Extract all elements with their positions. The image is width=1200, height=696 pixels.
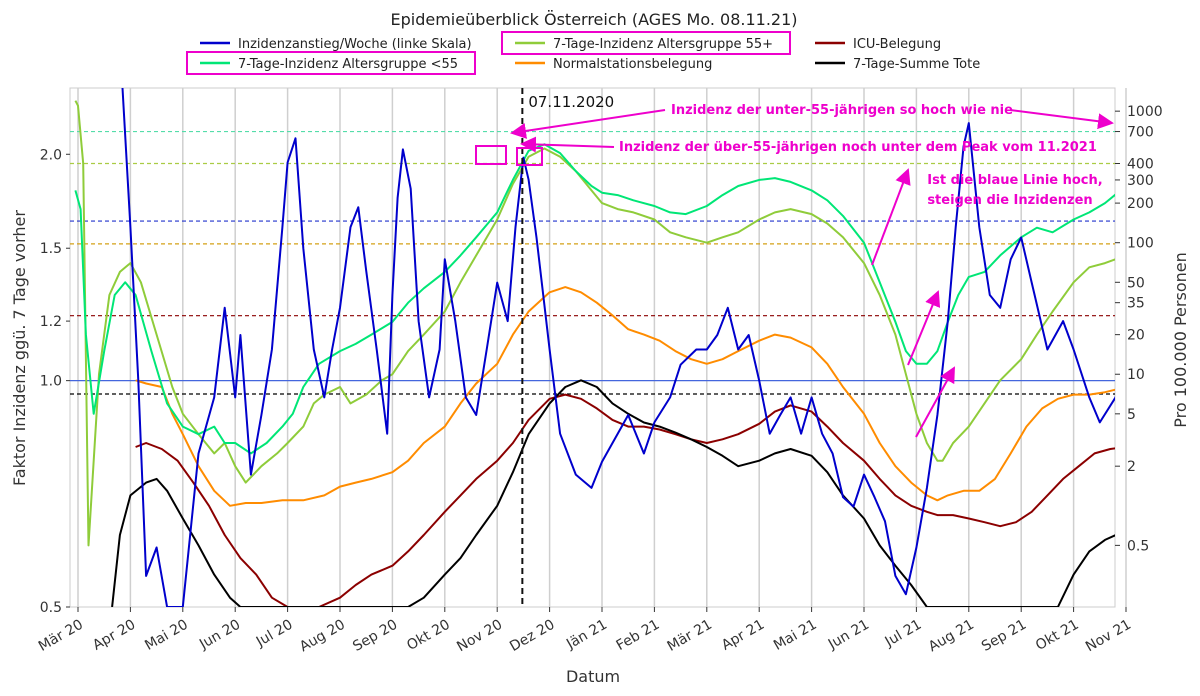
left-y-tick-label: 2.0 [40, 147, 62, 163]
x-tick-label: Jun 21 [825, 617, 872, 653]
right-y-tick-label: 50 [1127, 275, 1145, 291]
x-tick-label: Okt 21 [1033, 617, 1082, 654]
x-tick-label: Okt 20 [404, 617, 453, 654]
annotation-arrow [510, 109, 666, 139]
series-line [135, 286, 1115, 507]
left-y-axis-label: Faktor Inzidenz ggü. 7 Tage vorher [10, 210, 29, 486]
x-tick-label: Mai 21 [771, 617, 820, 654]
legend-label: 7-Tage-Inzidenz Altersgruppe <55 [238, 57, 458, 72]
annotation-arrow [915, 366, 955, 438]
right-y-tick-label: 5 [1127, 407, 1136, 423]
annotation-arrow [871, 168, 911, 266]
left-y-tick-label: 1.5 [40, 241, 62, 257]
legend-label: ICU-Belegung [853, 37, 941, 52]
x-tick-label: Apr 20 [90, 617, 138, 654]
right-y-tick-label: 300 [1127, 173, 1154, 189]
annotation-text: Ist die blaue Linie hoch, [927, 173, 1102, 188]
series-layer [74, 88, 1115, 607]
right-y-tick-label: 400 [1127, 157, 1154, 173]
right-y-tick-label: 700 [1127, 125, 1154, 141]
series-line [135, 393, 1115, 607]
left-y-tick-label: 0.5 [40, 600, 62, 616]
x-tick-label: Apr 21 [719, 617, 767, 654]
right-y-tick-label: 200 [1127, 196, 1154, 212]
left-y-tick-label: 1.2 [40, 314, 62, 330]
x-tick-label: Aug 21 [926, 617, 977, 656]
x-tick-label: Jul 21 [882, 617, 925, 651]
x-tick-label: Nov 20 [454, 617, 505, 656]
legend-highlight-box [186, 51, 476, 75]
annotations: Inzidenz der unter-55-jährigen so hoch w… [475, 103, 1114, 438]
x-tick-label: Mai 20 [142, 617, 191, 654]
x-tick-label: Nov 21 [1083, 617, 1134, 656]
right-y-tick-label: 1000 [1127, 104, 1163, 120]
x-tick-label: Jul 20 [253, 617, 296, 651]
date-marker: 07.11.2020 [521, 88, 614, 607]
legend-highlight-box [501, 31, 791, 55]
x-tick-label: Mär 21 [665, 617, 715, 655]
legend-label: Inzidenzanstieg/Woche (linke Skala) [238, 37, 472, 52]
x-tick-label: Aug 20 [297, 617, 348, 656]
series-line [74, 143, 1115, 455]
left-y-axis-ticks: 0.5 1.0 1.2 1.5 2.0 [40, 147, 70, 616]
right-y-tick-label: 20 [1127, 328, 1145, 344]
x-tick-label: Mär 20 [36, 617, 86, 655]
right-y-tick-label: 35 [1127, 296, 1145, 312]
left-y-tick-label: 1.0 [40, 374, 62, 390]
legend-label: 7-Tage-Inzidenz Altersgruppe 55+ [553, 37, 773, 52]
legend-label: 7-Tage-Summe Tote [853, 57, 980, 72]
peak-highlight-box [516, 147, 543, 166]
x-tick-label: Sep 21 [979, 617, 1029, 655]
chart-title: Epidemieüberblick Österreich (AGES Mo. 0… [390, 10, 797, 29]
x-axis-ticks: Mär 20 Apr 20 Mai 20 Jun 20 Jul 20 Aug 20 Sep … [36, 607, 1134, 655]
peak-highlight-box [475, 145, 507, 165]
legend-label: Normalstationsbelegung [553, 57, 712, 72]
annotation-arrow [1009, 109, 1114, 130]
annotation-arrow [520, 136, 615, 153]
legend: Inzidenzanstieg/Woche (linke Skala) 7-Tag… [186, 31, 980, 75]
x-tick-label: Sep 20 [350, 617, 400, 655]
annotation-text: steigen die Inzidenzen [927, 193, 1092, 208]
annotation-text: Inzidenz der über-55-jährigen noch unter… [619, 140, 1097, 155]
vertical-grid [77, 88, 1127, 607]
marker-label: 07.11.2020 [528, 93, 614, 111]
x-tick-label: Feb 21 [614, 617, 663, 654]
x-tick-label: Dez 20 [507, 617, 557, 655]
x-tick-label: Jun 20 [196, 617, 243, 653]
annotation-text: Inzidenz der unter-55-jährigen so hoch w… [671, 103, 1013, 118]
x-axis-label: Datum [566, 667, 620, 686]
series-line [74, 100, 1115, 547]
right-y-tick-label: 100 [1127, 236, 1154, 252]
annotation-arrow [907, 290, 941, 366]
x-tick-label: Jän 21 [563, 617, 610, 653]
right-y-tick-label: 10 [1127, 367, 1145, 383]
right-y-axis-label: Pro 100.000 Personen [1171, 252, 1190, 427]
right-y-tick-label: 0.5 [1127, 538, 1149, 554]
series-line [121, 88, 1115, 607]
plot-frame [69, 87, 1116, 608]
series-line [111, 379, 1115, 607]
right-y-tick-label: 2 [1127, 459, 1136, 475]
